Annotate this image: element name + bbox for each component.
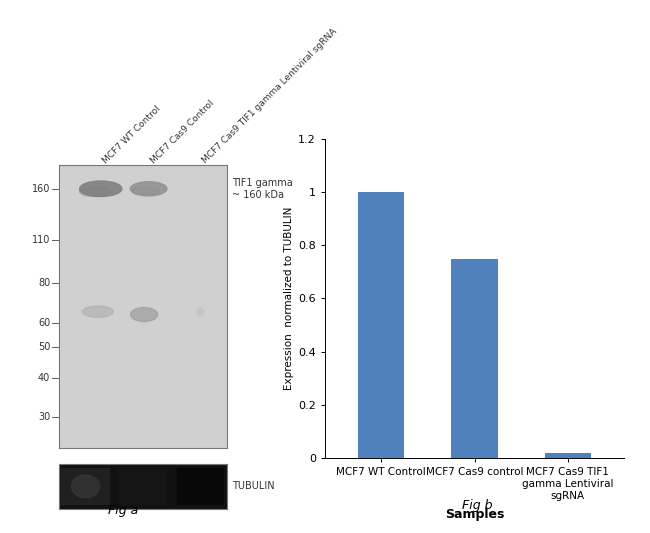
- Ellipse shape: [131, 308, 158, 321]
- Ellipse shape: [197, 308, 204, 315]
- Ellipse shape: [79, 181, 122, 197]
- Text: 110: 110: [32, 235, 50, 245]
- Text: 30: 30: [38, 412, 50, 422]
- Bar: [177, 468, 223, 504]
- Text: Fig b: Fig b: [463, 499, 493, 512]
- Bar: [358, 192, 404, 458]
- Text: 160: 160: [32, 184, 50, 194]
- Text: MCF7 Cas9 Control: MCF7 Cas9 Control: [149, 99, 215, 165]
- X-axis label: Samples: Samples: [445, 507, 504, 521]
- Ellipse shape: [130, 182, 167, 196]
- Text: 40: 40: [38, 373, 50, 383]
- Text: MCF7 Cas9 TIF1 gamma Lentiviral sgRNA: MCF7 Cas9 TIF1 gamma Lentiviral sgRNA: [200, 27, 339, 165]
- Text: TUBULIN: TUBULIN: [232, 481, 275, 491]
- Text: 60: 60: [38, 318, 50, 328]
- Text: Fig a: Fig a: [109, 504, 138, 517]
- Text: TIF1 gamma
~ 160 kDa: TIF1 gamma ~ 160 kDa: [232, 178, 292, 199]
- Ellipse shape: [132, 187, 160, 195]
- Ellipse shape: [83, 306, 113, 317]
- Text: 50: 50: [38, 343, 50, 352]
- Text: MCF7 WT Control: MCF7 WT Control: [101, 104, 162, 165]
- Y-axis label: Expression  normalized to TUBULIN: Expression normalized to TUBULIN: [284, 207, 294, 390]
- Bar: [545, 453, 592, 458]
- Ellipse shape: [79, 187, 110, 197]
- Bar: [61, 468, 109, 504]
- Ellipse shape: [72, 475, 99, 498]
- Text: 80: 80: [38, 278, 50, 288]
- Bar: [118, 468, 166, 504]
- Bar: [451, 259, 498, 458]
